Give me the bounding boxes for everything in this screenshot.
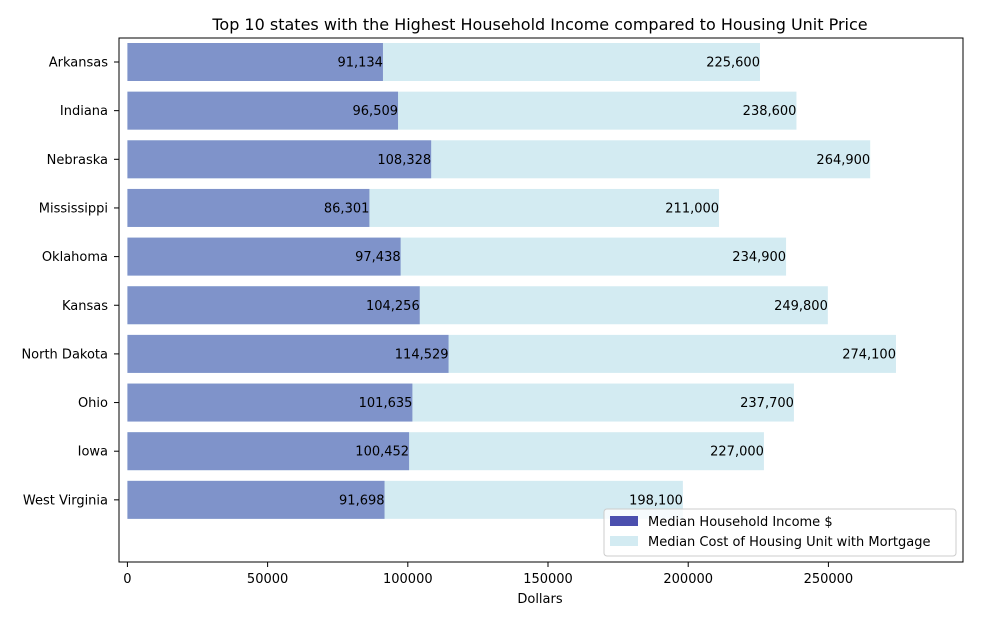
data-label-income-0: 91,134 xyxy=(337,56,383,71)
bars xyxy=(127,43,896,519)
bar-income-0 xyxy=(127,43,383,81)
y-tick-label-7: Ohio xyxy=(78,396,108,411)
data-label-income-9: 91,698 xyxy=(339,493,385,508)
y-tick-label-9: West Virginia xyxy=(23,493,108,508)
data-label-housing-1: 238,600 xyxy=(743,104,797,119)
bar-income-6 xyxy=(127,334,449,373)
data-label-income-6: 114,529 xyxy=(395,347,449,362)
y-tick-label-1: Indiana xyxy=(60,104,108,119)
bar-income-1 xyxy=(127,91,399,130)
data-label-income-5: 104,256 xyxy=(366,299,420,314)
bar-income-3 xyxy=(127,188,370,227)
bar-income-5 xyxy=(127,286,420,325)
y-axis: Arkansas Indiana Nebraska Mississippi Oklaho… xyxy=(21,56,119,508)
data-label-housing-6: 274,100 xyxy=(842,347,896,362)
y-tick-label-4: Oklahoma xyxy=(42,250,108,265)
x-axis-label: Dollars xyxy=(517,592,562,607)
data-label-housing-3: 211,000 xyxy=(665,201,719,216)
y-tick-label-3: Mississippi xyxy=(39,201,108,216)
bar-income-8 xyxy=(127,432,410,471)
legend-swatch-1 xyxy=(610,536,638,546)
bar-income-9 xyxy=(127,480,385,519)
x-axis: 0 50000 100000 150000 200000 250000 xyxy=(123,562,853,587)
data-label-housing-2: 264,900 xyxy=(816,153,870,168)
data-label-housing-7: 237,700 xyxy=(740,396,794,411)
y-tick-label-8: Iowa xyxy=(78,445,108,460)
y-tick-label-0: Arkansas xyxy=(49,56,108,71)
y-tick-label-2: Nebraska xyxy=(47,153,108,168)
data-label-income-7: 101,635 xyxy=(359,396,413,411)
data-label-income-8: 100,452 xyxy=(355,445,409,460)
x-tick-label-4: 200000 xyxy=(663,572,713,587)
data-label-income-1: 96,509 xyxy=(353,104,399,119)
chart-title: Top 10 states with the Highest Household… xyxy=(211,15,867,34)
data-label-housing-8: 227,000 xyxy=(710,445,764,460)
data-label-housing-0: 225,600 xyxy=(706,56,760,71)
x-tick-label-3: 150000 xyxy=(523,572,573,587)
data-label-income-4: 97,438 xyxy=(355,250,401,265)
legend-label-1: Median Cost of Housing Unit with Mortgag… xyxy=(648,535,930,550)
y-tick-label-5: Kansas xyxy=(62,299,108,314)
y-tick-label-6: North Dakota xyxy=(21,347,108,362)
legend-label-0: Median Household Income $ xyxy=(648,515,833,530)
legend-swatch-0 xyxy=(610,516,638,526)
bar-income-2 xyxy=(127,140,432,179)
data-label-income-2: 108,328 xyxy=(377,153,431,168)
bar-income-4 xyxy=(127,237,401,276)
plot-frame xyxy=(118,37,964,563)
legend-box xyxy=(603,508,957,557)
bar-income-7 xyxy=(127,383,413,422)
legend: Median Household Income $ Median Cost of … xyxy=(603,508,957,557)
x-tick-label-0: 0 xyxy=(123,572,131,587)
data-label-income-3: 86,301 xyxy=(324,201,370,216)
x-tick-label-1: 50000 xyxy=(247,572,288,587)
data-label-housing-4: 234,900 xyxy=(732,250,786,265)
x-tick-label-2: 100000 xyxy=(383,572,433,587)
x-tick-label-5: 250000 xyxy=(804,572,854,587)
data-label-housing-5: 249,800 xyxy=(774,299,828,314)
bar-labels: 225,600 238,600 264,900 211,000 234,900 249,8… xyxy=(324,56,896,509)
data-label-housing-9: 198,100 xyxy=(629,493,683,508)
